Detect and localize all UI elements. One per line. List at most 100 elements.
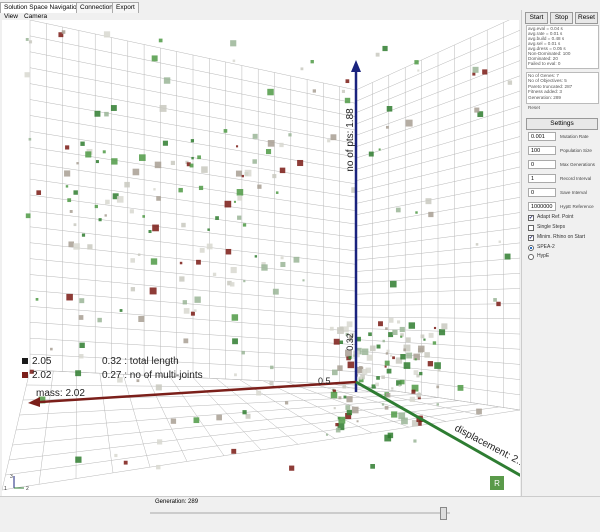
point-cube [375, 382, 379, 387]
checkbox[interactable] [528, 225, 534, 231]
point-cube [170, 418, 177, 424]
menu-item[interactable]: View [4, 13, 18, 20]
point-cube [129, 209, 134, 214]
grid-line [29, 51, 357, 118]
point-cube [417, 69, 420, 72]
axis-y-label: no of pts: 1.88 [345, 108, 356, 172]
grid-line [29, 147, 357, 198]
point-cube [69, 210, 73, 213]
point-cube [207, 228, 210, 231]
radio[interactable] [528, 245, 534, 251]
point-cube [241, 350, 245, 355]
grid-line [355, 328, 520, 335]
input-field[interactable]: 1 [528, 174, 556, 183]
point-cube [28, 40, 33, 44]
slider-thumb[interactable] [440, 507, 447, 520]
point-cube [507, 80, 513, 85]
point-cube [216, 414, 222, 421]
tab[interactable]: Export [112, 2, 139, 13]
tab[interactable]: Solution Space Navigation [0, 2, 85, 13]
axis-x-arrow [28, 397, 40, 407]
point-cube [376, 376, 380, 380]
point-cube [36, 190, 42, 195]
point-cube [199, 247, 205, 253]
point-cube [425, 198, 432, 205]
point-cube [413, 353, 420, 361]
button[interactable]: Stop [550, 12, 573, 24]
point-cube [312, 89, 316, 93]
point-cube [79, 342, 85, 348]
point-cube [151, 55, 158, 62]
point-cube [420, 334, 425, 339]
point-cube [332, 369, 338, 376]
grid-line [355, 60, 520, 125]
generation-label: Generation: 289 [155, 499, 199, 505]
menu-item[interactable]: Camera [24, 13, 48, 20]
point-cube [417, 396, 421, 400]
point-cube [345, 405, 351, 410]
grid-line [29, 242, 357, 278]
point-cube [378, 321, 383, 327]
grid-line [355, 181, 520, 216]
field-label: Mutation Rate [560, 134, 589, 139]
point-cube [386, 105, 393, 112]
point-cube [358, 376, 363, 380]
point-cube [472, 72, 476, 76]
point-cube [198, 185, 204, 191]
settings-button[interactable]: Settings [526, 118, 598, 130]
point-cube [85, 151, 92, 158]
point-cube [385, 327, 388, 330]
grid-line [29, 306, 357, 332]
radio[interactable] [528, 254, 534, 260]
point-cube [119, 309, 123, 312]
point-cube [257, 184, 262, 189]
point-cube [504, 253, 511, 260]
tick-label: 0.32 [345, 333, 355, 351]
point-cube [498, 240, 501, 243]
input-field[interactable]: 0 [528, 188, 556, 197]
point-cube [388, 332, 394, 338]
stat-line: avg.build = 0.48 s [528, 36, 565, 41]
stat-line: avg.sel = 0.01 s [528, 41, 561, 46]
stats-box [526, 25, 599, 69]
checkbox[interactable]: ✔ [528, 235, 534, 241]
point-cube [104, 214, 107, 217]
grid-line [355, 136, 520, 182]
button[interactable]: Reset [575, 12, 598, 24]
grid-line [355, 350, 520, 365]
checkbox[interactable]: ✔ [528, 215, 534, 221]
point-cube [335, 423, 339, 427]
point-cube [433, 326, 437, 330]
button[interactable]: Start [525, 12, 548, 24]
point-cube [65, 145, 70, 150]
point-cube [61, 30, 66, 34]
input-field[interactable]: 0.001 [528, 132, 556, 141]
point-cube [149, 287, 157, 295]
point-cube [333, 407, 336, 410]
point-cube [80, 141, 85, 146]
point-cube [81, 233, 86, 237]
grid-line [355, 166, 520, 204]
point-cube [79, 354, 84, 359]
input-field[interactable]: 1000000 [528, 202, 556, 211]
point-cube [156, 196, 161, 201]
point-cube [384, 360, 390, 366]
point-cube [157, 439, 163, 445]
input-field[interactable]: 100 [528, 146, 556, 155]
point-cube [390, 280, 397, 288]
grid-walls [2, 20, 520, 491]
grid-line [2, 409, 520, 491]
input-field[interactable]: 0 [528, 160, 556, 169]
point-cube [284, 401, 289, 405]
point-cube [242, 223, 247, 227]
gizmo-label: 1 [4, 486, 7, 492]
point-cube [73, 190, 78, 195]
point-cube [230, 40, 237, 47]
gizmo-label: 3 [10, 474, 13, 480]
point-cube [365, 367, 371, 373]
axis-x [39, 380, 357, 404]
point-cube [387, 432, 394, 439]
stat-line: Non-Dominated: 100 [528, 51, 571, 56]
